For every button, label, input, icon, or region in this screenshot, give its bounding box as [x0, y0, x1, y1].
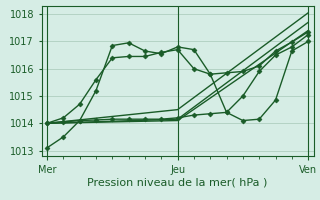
X-axis label: Pression niveau de la mer( hPa ): Pression niveau de la mer( hPa ): [87, 178, 268, 188]
